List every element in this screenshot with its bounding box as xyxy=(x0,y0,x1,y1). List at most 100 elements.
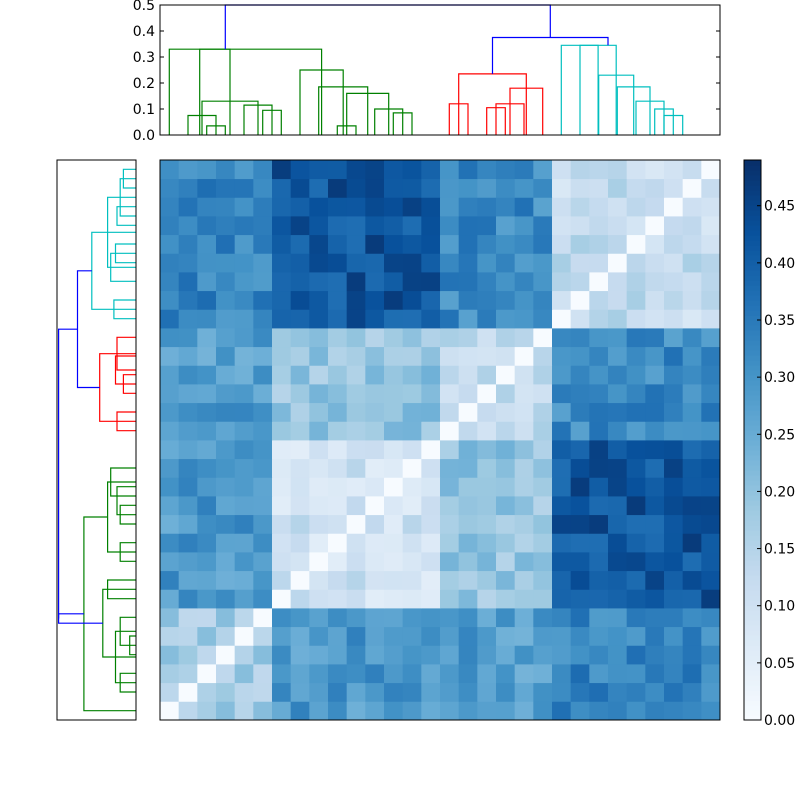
heatmap-cell xyxy=(608,552,628,572)
heatmap-cell xyxy=(328,421,348,441)
heatmap-cell xyxy=(216,552,236,572)
heatmap-cell xyxy=(682,701,702,721)
heatmap-cell xyxy=(664,216,684,236)
heatmap-cell xyxy=(365,458,385,478)
heatmap-cell xyxy=(328,309,348,329)
heatmap-cell xyxy=(160,496,180,516)
colorbar-gradient-step xyxy=(744,350,761,356)
heatmap-cell xyxy=(496,626,516,646)
heatmap-cell xyxy=(589,346,609,366)
heatmap-cell xyxy=(608,272,628,292)
colorbar-gradient-step xyxy=(744,375,761,381)
colorbar-gradient-step xyxy=(744,190,761,196)
colorbar-gradient-step xyxy=(744,660,761,666)
heatmap-cell xyxy=(477,570,497,590)
colorbar-gradient-step xyxy=(744,585,761,591)
heatmap-cell xyxy=(384,272,404,292)
heatmap-cell xyxy=(626,477,646,497)
heatmap-cell xyxy=(533,533,553,553)
heatmap-cell xyxy=(645,234,665,254)
heatmap-cell xyxy=(626,570,646,590)
colorbar-gradient-step xyxy=(744,220,761,226)
heatmap-cell xyxy=(664,664,684,684)
heatmap-cell xyxy=(533,346,553,366)
heatmap-cell xyxy=(458,570,478,590)
heatmap-cell xyxy=(533,458,553,478)
heatmap-cell xyxy=(440,346,460,366)
heatmap-cell xyxy=(421,253,441,273)
heatmap-cell xyxy=(402,253,422,273)
colorbar-gradient-step xyxy=(744,520,761,526)
heatmap-cell xyxy=(664,421,684,441)
dendrogram-link xyxy=(199,48,323,135)
heatmap-cell xyxy=(272,496,292,516)
heatmap-cell xyxy=(272,570,292,590)
heatmap-cell xyxy=(626,309,646,329)
heatmap-cell xyxy=(645,477,665,497)
heatmap-cell xyxy=(570,496,590,516)
heatmap-cell xyxy=(496,253,516,273)
heatmap-cell xyxy=(272,216,292,236)
heatmap-cell xyxy=(626,626,646,646)
heatmap-cell xyxy=(552,365,572,385)
heatmap-cell xyxy=(514,346,534,366)
heatmap-cell xyxy=(197,514,217,534)
heatmap-cell xyxy=(570,701,590,721)
heatmap-cell xyxy=(570,608,590,628)
heatmap-cell xyxy=(458,477,478,497)
y-tick-label: 0.1 xyxy=(133,102,155,118)
heatmap-cell xyxy=(384,160,404,180)
colorbar-gradient-step xyxy=(744,345,761,351)
heatmap-cell xyxy=(365,365,385,385)
heatmap-cell xyxy=(496,664,516,684)
heatmap-cell xyxy=(477,496,497,516)
heatmap-cell xyxy=(421,645,441,665)
colorbar-tick-label: 0.20 xyxy=(764,484,795,500)
heatmap-cell xyxy=(552,626,572,646)
heatmap-cell xyxy=(514,664,534,684)
heatmap-cell xyxy=(328,384,348,404)
colorbar-gradient-step xyxy=(744,250,761,256)
heatmap-cell xyxy=(328,253,348,273)
heatmap-cell xyxy=(440,458,460,478)
heatmap-cell xyxy=(253,197,273,217)
heatmap-cell xyxy=(626,384,646,404)
heatmap-cell xyxy=(608,664,628,684)
heatmap-cell xyxy=(234,626,254,646)
heatmap-cell xyxy=(328,664,348,684)
colorbar-tick-label: 0.05 xyxy=(764,656,795,672)
heatmap-cell xyxy=(160,178,180,198)
heatmap-cell xyxy=(402,608,422,628)
heatmap-cell xyxy=(309,384,329,404)
heatmap-cell xyxy=(402,496,422,516)
colorbar-gradient-step xyxy=(744,245,761,251)
heatmap-cell xyxy=(645,216,665,236)
heatmap-cell xyxy=(552,216,572,236)
heatmap-cell xyxy=(216,440,236,460)
heatmap-cell xyxy=(272,309,292,329)
heatmap-cell xyxy=(272,253,292,273)
heatmap-cell xyxy=(178,458,198,478)
heatmap-cell xyxy=(664,645,684,665)
heatmap-cell xyxy=(570,664,590,684)
colorbar-gradient-step xyxy=(744,670,761,676)
heatmap-cell xyxy=(216,645,236,665)
heatmap-cell xyxy=(458,178,478,198)
heatmap-cell xyxy=(272,178,292,198)
heatmap-cell xyxy=(608,440,628,460)
heatmap-cell xyxy=(253,645,273,665)
heatmap-cell xyxy=(402,701,422,721)
heatmap-cell xyxy=(496,421,516,441)
heatmap-cell xyxy=(346,682,366,702)
heatmap-cell xyxy=(608,496,628,516)
heatmap-cell xyxy=(384,384,404,404)
heatmap-cell xyxy=(272,552,292,572)
heatmap-cell xyxy=(384,309,404,329)
heatmap-cell xyxy=(608,421,628,441)
heatmap-cell xyxy=(533,496,553,516)
colorbar-gradient-step xyxy=(744,485,761,491)
heatmap-cell xyxy=(384,365,404,385)
heatmap-cell xyxy=(160,664,180,684)
heatmap-cell xyxy=(458,533,478,553)
heatmap-cell xyxy=(608,514,628,534)
